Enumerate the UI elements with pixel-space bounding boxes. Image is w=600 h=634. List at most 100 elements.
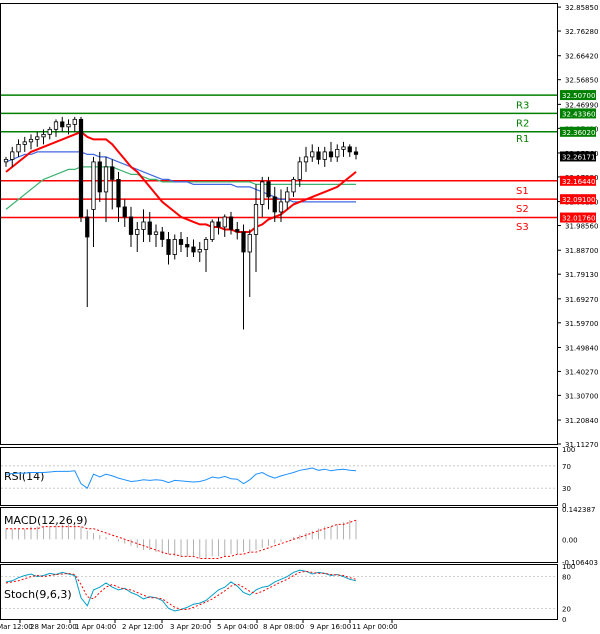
candle-body [210,221,215,240]
rsi-series: 100 70 30 0 [1,446,575,510]
level-price-label: 32.09100 [562,196,595,204]
candle-body [310,151,315,158]
y-tick-label: 31.59700 [565,320,598,328]
candle-body [160,231,165,240]
current-price-label: 32.26171 [562,153,595,161]
x-tick-label: 11 Apr 00:00 [352,623,398,631]
candle-body [116,179,121,208]
candle-body [141,221,146,230]
candle-body [172,239,177,255]
x-tick-label: 1 Apr 04:00 [75,623,116,631]
stoch-tick-label: 100 [562,563,575,571]
main-panel [0,3,558,445]
y-tick-label: 31.98560 [565,223,598,231]
y-tick-label: 32.85850 [565,4,598,12]
candle-body [203,239,209,250]
level-tag-r1: R1 [516,134,529,145]
candle-body [297,161,302,180]
price-tags: 32.50700 32.43360 32.36020 32.16440 32.09100… [560,90,596,223]
y-tick-label: 31.49840 [565,344,598,352]
level-price-tag [560,90,596,101]
candle-body [285,191,290,203]
candle-body [53,121,59,130]
candle-body [41,133,46,138]
candle-body [216,221,221,228]
ma-red-line [5,130,357,233]
candle-body [328,151,334,158]
stoch-title: Stoch(9,6,3) [4,588,72,601]
level-tag-r2: R2 [516,119,529,130]
candle-body [347,146,352,153]
candle-body [191,246,196,253]
candle-body [72,118,77,125]
stoch-series: 100 80 20 0 [1,563,575,624]
stoch-d-line [5,570,357,610]
candle-body [122,206,127,218]
candle-body [66,123,71,128]
candle-body [253,204,259,235]
candle-body [266,181,271,198]
candle-body [291,179,296,193]
level-price-tag [560,126,596,137]
x-tick-label: 27 Mar 12:00 [0,623,33,631]
candle-body [10,151,15,160]
x-tick-label: 8 Apr 08:00 [263,623,304,631]
candle-body [97,161,102,193]
y-tick-label: 31.69270 [565,296,598,304]
macd-tick-label: -0.106403 [562,559,598,567]
y-tick-label: 32.56850 [565,77,598,85]
candle-body [222,216,227,228]
candle-body [91,161,96,210]
candle-body [166,239,171,255]
y-tick-label: 32.46990 [565,101,598,109]
y-tick-label: 31.79130 [565,271,598,279]
macd-signal-line [6,519,357,559]
stoch-tick-label: 20 [562,605,571,613]
candle-body [185,244,190,248]
y-tick-label: 31.20840 [565,417,598,425]
level-price-label: 32.50700 [562,92,595,100]
level-tag-s2: S2 [516,204,529,215]
level-price-label: 32.36020 [562,129,595,137]
candle-body [335,148,340,158]
x-tick-label: 5 Apr 04:00 [217,623,258,631]
candle-body [322,151,327,160]
stoch-tick-label: 80 [562,574,571,582]
candle-body [153,231,159,235]
level-price-label: 32.16440 [562,178,595,186]
level-tag-s3: S3 [516,222,529,233]
stoch-panel [0,564,558,620]
y-tick-label: 31.11270 [565,441,598,449]
candle-body [147,221,152,235]
candle-body [278,201,284,213]
candle-body [316,151,321,160]
rsi-title: RSI(14) [4,470,44,483]
candle-body [247,234,252,253]
x-tick-label: 9 Apr 16:00 [310,623,351,631]
candle-body [47,128,52,135]
level-tag-s1: S1 [516,186,529,197]
candle-body [22,141,27,145]
candle-body [3,158,9,163]
y-tick-label: 31.30700 [565,392,598,400]
macd-tick-label: 0.00 [562,536,578,544]
candle-body [78,118,84,218]
candle-body [353,151,359,155]
x-tick-label: 28 Mar 20:00 [30,623,77,631]
macd-title: MACD(12,26,9) [4,514,88,527]
candle-body [103,166,109,193]
level-price-label: 32.01760 [562,215,595,223]
candle-body [272,196,277,213]
candles [3,116,359,330]
candle-body [241,231,246,253]
level-price-tag [560,212,596,223]
candle-body [28,138,34,143]
y-tick-label: 32.66420 [565,53,598,61]
rsi-tick-label: 100 [562,446,575,454]
candle-body [110,166,115,180]
y-tick-label: 31.88700 [565,247,598,255]
level-price-tag [560,194,596,205]
y-tick-label: 32.76280 [565,28,598,36]
